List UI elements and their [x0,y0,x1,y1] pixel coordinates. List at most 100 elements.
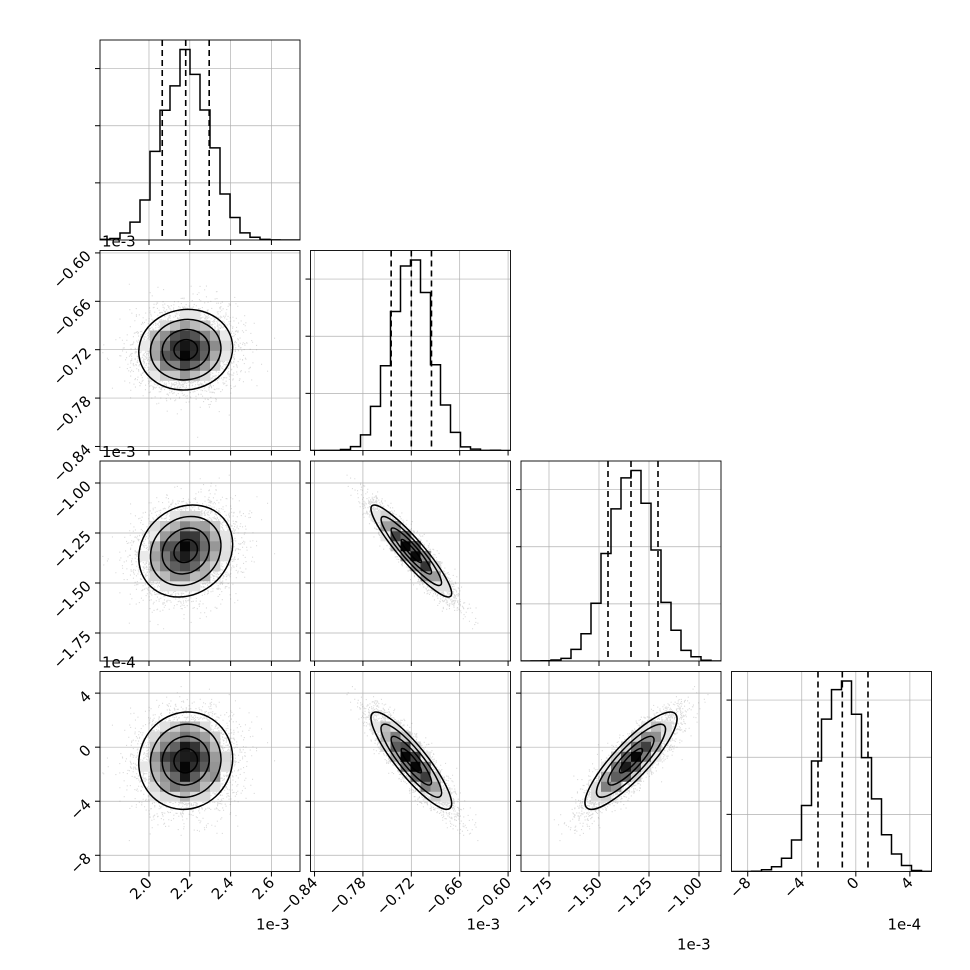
density-cell [170,330,181,341]
density-cell [641,721,652,732]
density-cell [591,781,602,792]
density-cell [170,731,181,742]
density-cell [190,330,201,341]
density-cell [410,761,421,772]
density-cell [160,531,171,542]
density-cell [190,581,201,592]
density-cell [400,541,411,552]
density-cell [380,731,391,742]
density-cell [180,511,191,522]
density-cell [180,771,191,782]
panel-frame [99,250,301,451]
density-cell [190,781,201,792]
scatter-panel [310,461,511,661]
contour-line [173,538,199,564]
y-tick-label: −4 [66,795,94,823]
density-cell [220,751,231,762]
density-cell [641,731,652,742]
density-cell [621,751,632,762]
scatter-panel [310,671,511,872]
contour-line [380,515,443,587]
contour-line [149,723,222,798]
density-cell [170,511,181,522]
density-cell [190,310,201,321]
contour-line [370,504,453,598]
density-cell [150,551,161,562]
density-cell [180,551,191,562]
density-cell [150,521,161,532]
x-offset-label: 1e-4 [888,916,922,934]
contour-line [138,308,234,391]
contour-line [149,318,222,381]
density-cell [631,751,642,762]
density-cell [170,781,181,792]
density-cell [180,561,191,572]
density-cell [190,791,201,802]
contour-line [161,328,210,371]
density-cell [601,771,612,782]
density-cell [160,350,171,361]
density-cell [641,741,652,752]
scatter-panel [100,250,300,451]
x-tick-label: 0 [843,874,862,893]
density-cell [180,360,191,371]
x-tick-label: −0.72 [373,874,418,919]
density-cell [591,791,602,802]
density-cell [400,751,411,762]
contour-line [173,338,199,361]
density-cell [190,340,201,351]
x-offset-label: 1e-3 [677,936,711,954]
y-offset-label: 1e-3 [102,233,136,251]
density-cell [180,521,191,532]
density-cell [160,541,171,552]
density-cell [190,561,201,572]
density-cell [601,761,612,772]
density-cell [420,781,431,792]
y-tick-label: 0 [75,741,94,760]
contour-line [380,723,443,798]
density-cell [160,791,171,802]
x-tick-label: −4 [780,874,808,902]
density-cell [150,531,161,542]
density-cell [210,551,221,562]
density-cell [210,751,221,762]
x-tick-label: −0.66 [421,874,466,919]
contour-line [390,527,433,575]
density-cell [210,781,221,792]
density-cell [210,741,221,752]
density-cell [651,721,662,732]
density-cell [150,541,161,552]
y-offset-label: 1e-3 [102,443,136,461]
scatter-panel [521,671,721,872]
density-cell [150,781,161,792]
density-cell [170,771,181,782]
x-tick-label: −1.25 [611,874,656,919]
x-tick-label: 4 [897,874,916,893]
scatter-panel [100,671,300,872]
density-cell [160,781,171,792]
density-cell [621,761,632,772]
density-cell [420,751,431,762]
density-cell [190,571,201,582]
density-cell [160,571,171,582]
histogram-step [521,469,721,661]
density-cell [210,340,221,351]
density-cell [170,571,181,582]
density-cell [200,771,211,782]
y-tick-label: −0.60 [50,247,95,292]
x-offset-label: 1e-3 [467,916,501,934]
density-cell [220,330,231,341]
density-cell [180,721,191,732]
scatter-panel [100,461,300,661]
density-cell [170,581,181,592]
density-cell [150,350,161,361]
density-cell [180,330,191,341]
density-cell [370,721,381,732]
density-cell [661,721,672,732]
density-cell [410,561,421,572]
density-cell [631,761,642,772]
density-cell [190,531,201,542]
density-cell [210,771,221,782]
density-cell [170,521,181,532]
density-cell [180,781,191,792]
